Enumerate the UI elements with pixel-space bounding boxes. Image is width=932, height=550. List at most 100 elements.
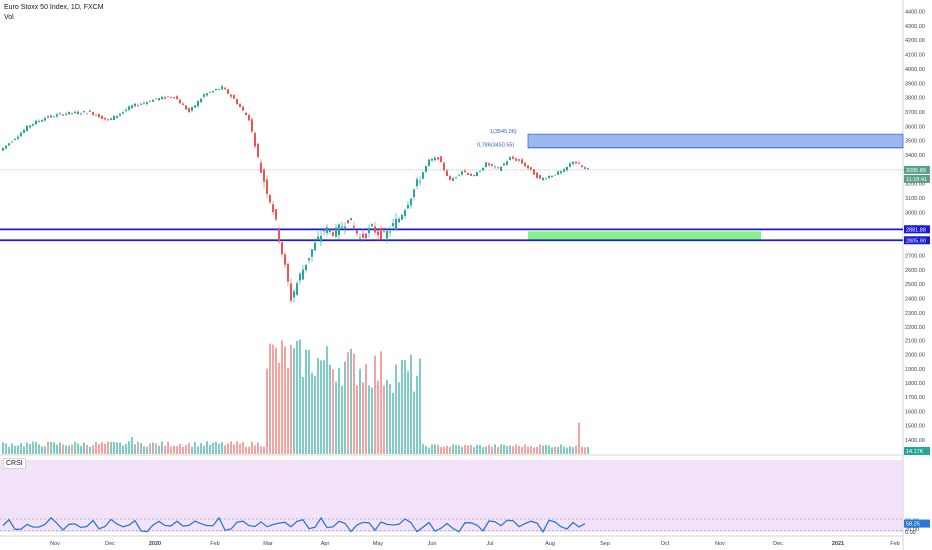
- volume-bar: [533, 447, 535, 454]
- candle-body: [524, 162, 526, 167]
- time-axis-tick: Oct: [661, 541, 670, 547]
- volume-bar: [197, 446, 199, 454]
- badge-volume-last-bg: [904, 447, 930, 455]
- volume-bar: [287, 367, 289, 454]
- candle-body: [443, 162, 445, 171]
- volume-bar: [515, 444, 517, 454]
- volume-bar: [2, 442, 4, 454]
- volume-bar: [116, 442, 118, 454]
- oscillator-label[interactable]: CRSI: [3, 458, 26, 469]
- price-axis-tick: 4000.00: [905, 67, 925, 73]
- volume-bar: [500, 444, 502, 454]
- volume-bar: [296, 340, 298, 454]
- volume-bar: [437, 444, 439, 454]
- candle-body: [509, 157, 511, 160]
- candle-body: [38, 120, 40, 122]
- volume-bar: [425, 445, 427, 454]
- volume-bar: [386, 379, 388, 454]
- volume-bar: [320, 360, 322, 454]
- price-axis-tick: 3800.00: [905, 96, 925, 102]
- fib-zone: [527, 133, 904, 149]
- candle-body: [284, 254, 286, 265]
- volume-bar: [434, 444, 436, 454]
- candle-body: [347, 220, 349, 224]
- volume-bar: [68, 445, 70, 454]
- volume-bar: [275, 347, 277, 454]
- volume-bar: [176, 446, 178, 454]
- price-axis-tick: 2700.00: [905, 253, 925, 259]
- volume-bar: [470, 445, 472, 454]
- candle-body: [167, 96, 169, 98]
- volume-bar: [323, 360, 325, 454]
- candle-body: [41, 119, 43, 122]
- volume-bar: [260, 446, 262, 454]
- candle-body: [575, 161, 577, 164]
- candle-body: [449, 176, 451, 180]
- volume-bar: [485, 446, 487, 454]
- volume-bar: [53, 442, 55, 454]
- volume-bar: [11, 443, 13, 454]
- volume-bar: [410, 354, 412, 454]
- volume-bar: [212, 442, 214, 454]
- volume-bar: [449, 446, 451, 454]
- volume-bar: [224, 445, 226, 454]
- volume-bar: [245, 446, 247, 454]
- time-axis-tick: Apr: [321, 541, 330, 547]
- candle-body: [578, 162, 580, 164]
- candle-body: [188, 108, 190, 112]
- volume-bar: [218, 443, 220, 454]
- candle-body: [14, 138, 16, 140]
- candle-body: [74, 111, 76, 114]
- candle-body: [248, 114, 250, 121]
- volume-bar: [173, 445, 175, 454]
- candle-body: [101, 115, 103, 119]
- candle-body: [386, 231, 388, 239]
- candle-body: [356, 230, 358, 234]
- candle-body: [380, 227, 382, 240]
- badge-countdown: 11:18:41: [906, 177, 927, 183]
- price-axis-tick: 1600.00: [905, 409, 925, 415]
- candle-body: [305, 264, 307, 271]
- candle-body: [383, 231, 385, 233]
- price-axis-tick: 4200.00: [905, 38, 925, 44]
- candle-body: [32, 123, 34, 126]
- price-axis-tick: 2000.00: [905, 353, 925, 359]
- candle-body: [377, 231, 379, 236]
- volume-bar: [251, 441, 253, 454]
- candle-body: [557, 171, 559, 175]
- candle-body: [545, 178, 547, 180]
- volume-bar: [548, 445, 550, 454]
- candle-body: [266, 179, 268, 194]
- candle-body: [359, 237, 361, 239]
- price-axis-tick: 3500.00: [905, 139, 925, 145]
- volume-bar: [35, 441, 37, 454]
- candle-body: [182, 103, 184, 105]
- candle-body: [233, 95, 235, 99]
- candle-body: [551, 175, 553, 178]
- volume-bar: [233, 444, 235, 454]
- volume-bar: [167, 441, 169, 454]
- candle-body: [341, 226, 343, 228]
- volume-bar: [326, 346, 328, 454]
- volume-bar: [23, 446, 25, 454]
- volume-bar: [557, 446, 559, 454]
- candle-body: [494, 166, 496, 168]
- volume-bar: [563, 446, 565, 454]
- candle-body: [95, 114, 97, 116]
- candle-body: [458, 174, 460, 176]
- candle-body: [404, 210, 406, 216]
- price-axis-tick: 2600.00: [905, 268, 925, 274]
- candle-body: [350, 218, 352, 221]
- volume-bar: [452, 444, 454, 454]
- volume-bar: [335, 381, 337, 454]
- time-axis-tick: Feb: [210, 541, 219, 547]
- candle-body: [65, 113, 67, 115]
- candle-body: [338, 224, 340, 236]
- candle-body: [230, 94, 232, 97]
- candle-body: [278, 228, 280, 242]
- volume-bar: [524, 444, 526, 454]
- candle-body: [119, 113, 121, 116]
- volume-bar: [407, 371, 409, 454]
- candle-body: [122, 111, 124, 114]
